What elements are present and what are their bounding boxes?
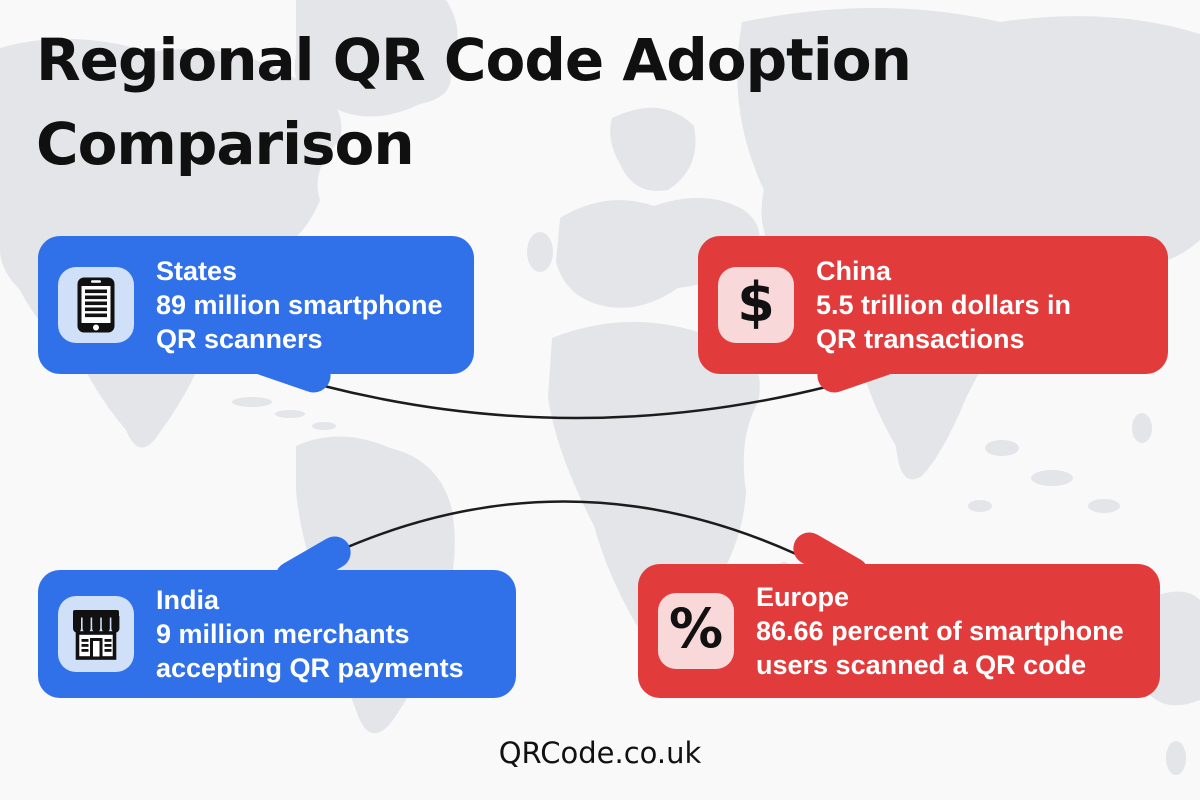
card-europe: % Europe 86.66 percent of smartphone use… (638, 564, 1160, 698)
connector-line-bottom (334, 500, 798, 556)
card-region-label: Europe (756, 582, 850, 612)
card-stat-text: 9 million merchants accepting QR payment… (156, 619, 464, 683)
map-greenland (294, 0, 458, 117)
footer-brand: QRCode.co.uk (498, 736, 702, 770)
map-scandinavia (610, 107, 696, 191)
percent-glyph: % (668, 597, 724, 660)
card-china: $ China 5.5 trillion dollars in QR trans… (698, 236, 1168, 374)
card-india: India 9 million merchants accepting QR p… (38, 570, 516, 698)
card-stat-text: 5.5 trillion dollars in QR transactions (816, 290, 1072, 354)
percent-icon: % (658, 593, 734, 669)
dollar-glyph: $ (737, 271, 775, 334)
card-region-label: India (156, 585, 220, 615)
smartphone-icon (58, 267, 134, 343)
connector-line-top (322, 384, 832, 420)
card-region-label: States (156, 256, 238, 286)
storefront-icon (58, 596, 134, 672)
map-africa (548, 321, 760, 641)
card-region-label: China (816, 256, 892, 286)
card-stat-text: 86.66 percent of smartphone users scanne… (756, 616, 1124, 680)
dollar-icon: $ (718, 267, 794, 343)
card-states: States 89 million smartphone QR scanners (38, 236, 474, 374)
card-stat-text: 89 million smartphone QR scanners (156, 290, 443, 354)
page-title: Regional QR Code Adoption Comparison (36, 26, 912, 179)
